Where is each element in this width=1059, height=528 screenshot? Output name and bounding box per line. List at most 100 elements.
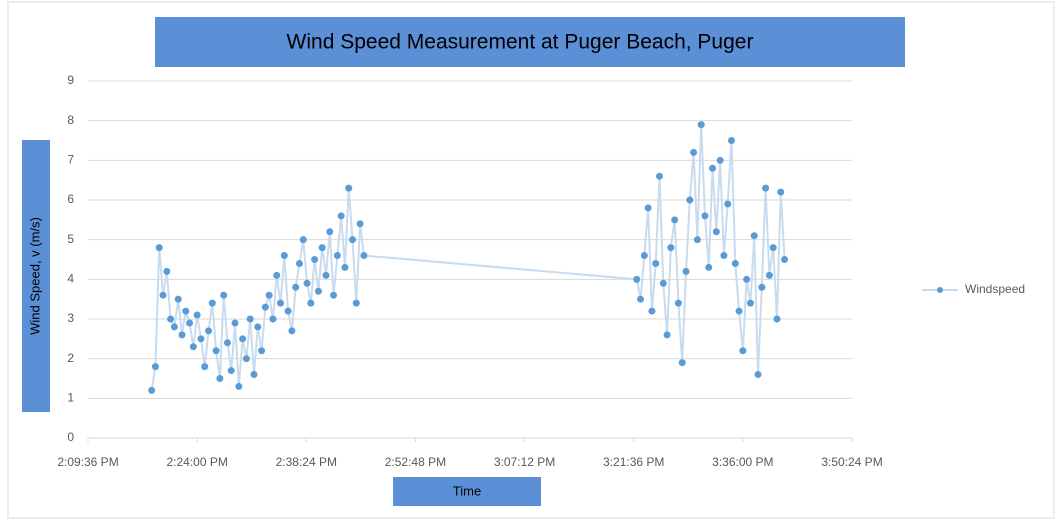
point [295, 259, 303, 267]
y-tick-label: 8 [67, 113, 74, 127]
y-tick-label: 3 [67, 311, 74, 325]
point [731, 259, 739, 267]
point [208, 299, 216, 307]
point [159, 291, 167, 299]
point [258, 347, 266, 355]
y-tick-label: 2 [67, 351, 74, 365]
point [148, 386, 156, 394]
point [174, 295, 182, 303]
x-tick-label: 3:36:00 PM [712, 455, 773, 469]
point [284, 307, 292, 315]
point [182, 307, 190, 315]
point [318, 244, 326, 252]
point [261, 303, 269, 311]
point [288, 327, 296, 335]
point [277, 299, 285, 307]
point [773, 315, 781, 323]
point [330, 291, 338, 299]
point [220, 291, 228, 299]
point [311, 256, 319, 263]
point [750, 232, 758, 240]
point [326, 228, 334, 236]
y-tick-label: 5 [67, 232, 74, 246]
y-label-box [22, 140, 50, 412]
y-tick-label: 0 [67, 430, 74, 444]
point [765, 271, 773, 279]
point [223, 339, 231, 347]
point [231, 319, 239, 327]
point [242, 355, 250, 363]
chart-border [7, 1, 1055, 519]
point [178, 331, 186, 339]
point [739, 347, 747, 355]
point [235, 382, 243, 390]
point [333, 252, 341, 260]
point [273, 271, 281, 279]
y-tick-label: 9 [67, 73, 74, 87]
point [746, 299, 754, 307]
point [189, 343, 197, 351]
legend-marker [937, 287, 943, 293]
point [349, 236, 357, 244]
y-tick-label: 7 [67, 153, 74, 167]
point [269, 315, 277, 323]
point [167, 315, 175, 323]
point [781, 256, 789, 263]
point [314, 287, 322, 295]
point [667, 244, 675, 252]
point [758, 283, 766, 291]
point [712, 228, 720, 236]
point [686, 196, 694, 204]
point [227, 367, 235, 375]
point [345, 184, 353, 192]
point [663, 331, 671, 339]
point [735, 307, 743, 315]
point [322, 271, 330, 279]
point [337, 212, 345, 220]
point [720, 252, 728, 260]
chart-title: Wind Speed Measurement at Puger Beach, P… [287, 31, 754, 54]
point [716, 156, 724, 164]
point [724, 200, 732, 208]
x-label-box [393, 477, 541, 506]
point [743, 275, 751, 283]
point [648, 307, 656, 315]
point [307, 299, 315, 307]
point [352, 299, 360, 307]
point [701, 212, 709, 220]
point [299, 236, 307, 244]
x-tick-label: 3:07:12 PM [494, 455, 555, 469]
point [216, 375, 224, 382]
point [239, 335, 247, 343]
point [705, 263, 713, 271]
point [197, 335, 205, 343]
point [265, 291, 273, 299]
grid: 0 1 2 3 4 5 6 7 8 9 2:09:36 PM 2:24:00 PM 2:38:24 PM… [57, 73, 882, 469]
point [280, 252, 288, 260]
point [777, 188, 785, 196]
point [193, 311, 201, 319]
plot [148, 121, 789, 394]
point [186, 319, 194, 327]
point [341, 263, 349, 271]
legend: Windspeed [922, 282, 1025, 296]
point [693, 236, 701, 244]
point [652, 259, 660, 267]
y-tick-label: 1 [67, 391, 74, 405]
point [201, 363, 209, 371]
point [303, 279, 311, 287]
point [356, 220, 364, 228]
point [644, 204, 652, 212]
point [151, 363, 159, 371]
point [678, 359, 686, 367]
point [155, 244, 163, 252]
title-box [155, 17, 905, 67]
point [637, 295, 645, 303]
point [659, 279, 667, 287]
point [250, 371, 258, 379]
x-tick-label: 3:21:36 PM [603, 455, 664, 469]
point [212, 347, 220, 355]
point [633, 275, 641, 283]
point [254, 323, 262, 331]
